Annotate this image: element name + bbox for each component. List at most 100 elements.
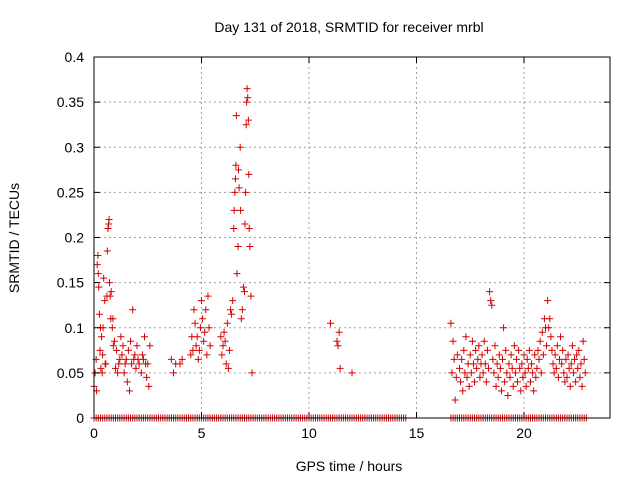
- data-point: [502, 346, 510, 354]
- data-point: [124, 346, 132, 354]
- data-point: [176, 360, 184, 368]
- data-point: [178, 355, 186, 363]
- data-point: [451, 396, 459, 404]
- y-tick-label: 0.3: [65, 139, 85, 155]
- data-point: [549, 360, 557, 368]
- data-point: [459, 387, 467, 395]
- data-point: [568, 342, 576, 350]
- data-point: [237, 206, 245, 214]
- data-point: [247, 292, 255, 300]
- data-point: [139, 355, 147, 363]
- data-point: [457, 378, 465, 386]
- data-point: [492, 382, 500, 390]
- data-point: [485, 364, 493, 372]
- data-point: [133, 342, 141, 350]
- data-point: [116, 355, 124, 363]
- data-point: [495, 351, 503, 359]
- data-point: [129, 306, 137, 314]
- data-point: [482, 378, 490, 386]
- data-point: [94, 252, 102, 260]
- data-point: [196, 324, 204, 332]
- x-tick-label: 0: [90, 425, 98, 441]
- x-tick-label: 5: [198, 425, 206, 441]
- data-point: [195, 346, 203, 354]
- data-point: [579, 337, 587, 345]
- data-point: [503, 369, 511, 377]
- data-point: [550, 369, 558, 377]
- data-point: [494, 373, 502, 381]
- data-point: [453, 351, 461, 359]
- data-point: [235, 184, 243, 192]
- data-point: [128, 360, 136, 368]
- data-point: [546, 315, 554, 323]
- data-point: [559, 346, 567, 354]
- data-point: [476, 373, 484, 381]
- data-point: [563, 373, 571, 381]
- data-point: [516, 364, 524, 372]
- data-point: [514, 378, 522, 386]
- data-point: [218, 351, 226, 359]
- data-point: [202, 306, 210, 314]
- data-point: [231, 188, 239, 196]
- data-point: [121, 360, 129, 368]
- data-point: [107, 288, 115, 296]
- data-point: [539, 351, 547, 359]
- data-point: [488, 301, 496, 309]
- data-point: [578, 382, 586, 390]
- data-point: [545, 324, 553, 332]
- y-axis-ticks: 0 0.05 0.1 0.15 0.2 0.25 0.3 0.35 0.4: [57, 49, 610, 426]
- data-point: [246, 243, 254, 251]
- data-point: [243, 98, 251, 106]
- data-point: [496, 364, 504, 372]
- data-point: [217, 333, 225, 341]
- data-point: [532, 373, 540, 381]
- data-point: [567, 360, 575, 368]
- data-point: [557, 333, 565, 341]
- data-point: [475, 342, 483, 350]
- data-point: [232, 112, 240, 120]
- data-point: [245, 170, 253, 178]
- data-point: [191, 319, 199, 327]
- data-point: [204, 292, 212, 300]
- data-point: [462, 333, 470, 341]
- data-point: [536, 337, 544, 345]
- data-point: [506, 373, 514, 381]
- data-point: [509, 382, 517, 390]
- data-point: [519, 373, 527, 381]
- data-point: [521, 369, 529, 377]
- data-point: [106, 292, 114, 300]
- data-point: [538, 328, 546, 336]
- data-point: [479, 369, 487, 377]
- data-point: [533, 364, 541, 372]
- data-point: [528, 360, 536, 368]
- data-point: [109, 315, 117, 323]
- data-point: [522, 382, 530, 390]
- data-point: [118, 351, 126, 359]
- data-point: [478, 351, 486, 359]
- data-point: [145, 382, 153, 390]
- data-point: [94, 270, 102, 278]
- data-point: [222, 360, 230, 368]
- data-point: [493, 360, 501, 368]
- data-point: [206, 342, 214, 350]
- data-point: [524, 364, 532, 372]
- data-point: [577, 360, 585, 368]
- data-point: [471, 378, 479, 386]
- data-point: [144, 360, 152, 368]
- data-point: [469, 360, 477, 368]
- data-point: [334, 342, 342, 350]
- data-point: [574, 364, 582, 372]
- data-point: [193, 333, 201, 341]
- data-point: [348, 369, 356, 377]
- data-point: [580, 355, 588, 363]
- data-point: [131, 351, 139, 359]
- data-point: [504, 391, 512, 399]
- chart-title: Day 131 of 2018, SRMTID for receiver mrb…: [214, 19, 483, 35]
- data-point: [225, 346, 233, 354]
- data-point: [242, 121, 250, 129]
- data-point: [244, 94, 252, 102]
- data-point: [560, 369, 568, 377]
- data-point: [227, 306, 235, 314]
- data-point: [473, 364, 481, 372]
